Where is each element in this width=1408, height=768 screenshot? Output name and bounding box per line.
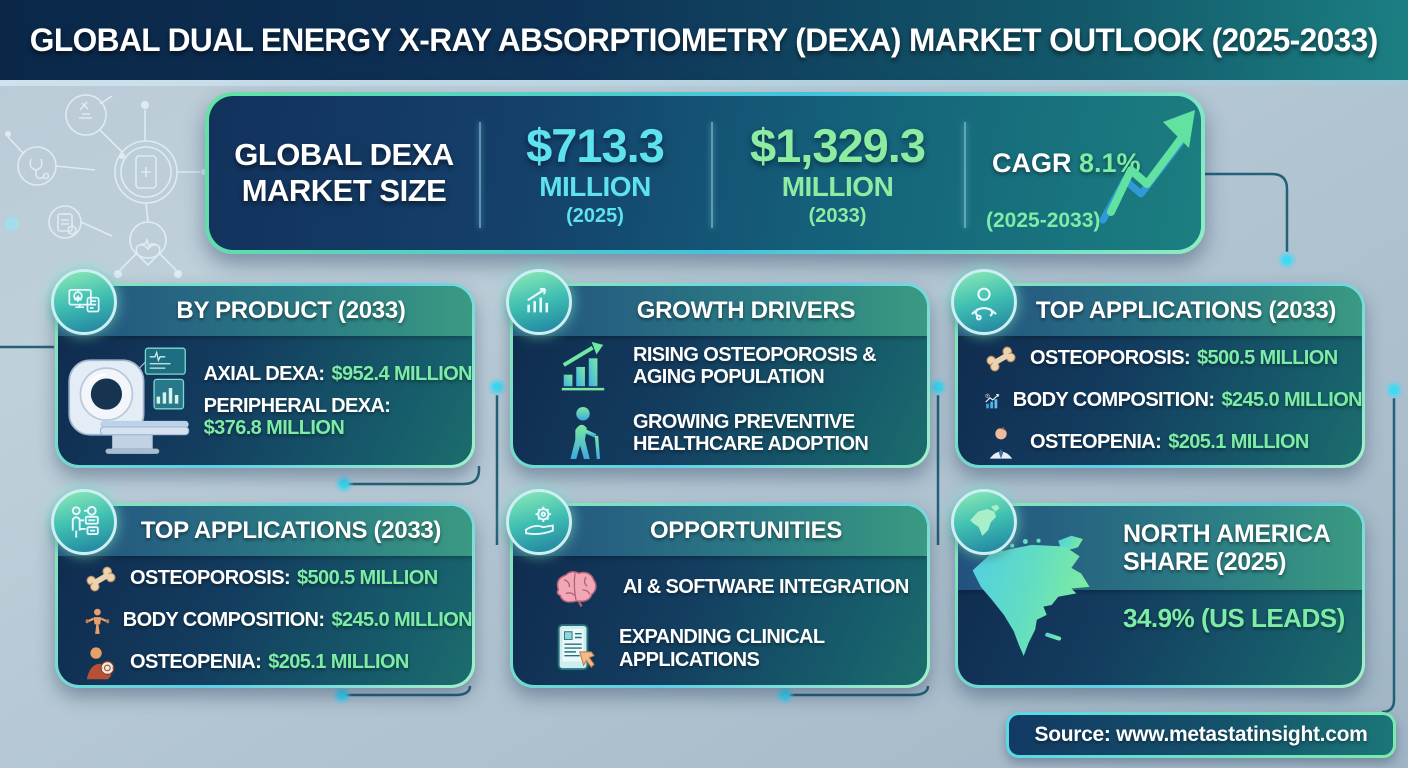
unit-2033: MILLION [781,171,894,202]
patient-scan-icon [51,489,117,555]
source-label: Source: www.metastatinsight.com [1034,723,1368,746]
card-north-america: NORTH AMERICA SHARE (2025) 34.9% (US LEA… [951,489,1365,688]
elderly-person-icon [570,407,601,460]
divider [964,122,966,228]
body-figure-icon [85,608,110,634]
north-america-map [972,535,1090,656]
banner-divider [0,80,1408,86]
market-value-2025: $713.3 MILLION (2025) [479,96,711,250]
list-item: PERIPHERAL DEXA: $376.8 MILLION [204,395,472,440]
item-label: OSTEOPENIA: [130,651,262,673]
na-share-value: 34.9% (US LEADS) [1123,603,1345,633]
source-bar: Source: www.metastatinsight.com [1006,712,1396,758]
glow-dot [5,217,19,231]
divider [479,122,481,228]
card-header: OPPORTUNITIES [513,506,927,556]
card-top-applications-2: TOP APPLICATIONS (2033) OSTEOPOROSIS: $50… [51,489,475,688]
card-growth-drivers: GROWTH DRIVERS RISING OSTEOPOROSIS & AGI… [506,269,930,468]
card-opportunities: OPPORTUNITIES AI & SOFTWARE INTEGRATION [506,489,930,688]
list-item: BODY COMPOSITION: $245.0 MILLION [84,603,472,639]
title-banner: GLOBAL DUAL ENERGY X-RAY ABSORPTIOMETRY … [0,0,1408,80]
list-item: EXPANDING CLINICAL APPLICATIONS [551,623,927,675]
rising-chart-icon [561,341,605,391]
unit-2025: MILLION [539,171,651,202]
list-item: AI & SOFTWARE INTEGRATION [551,567,927,609]
market-size-label-line2: MARKET SIZE [241,173,447,208]
composition-chart-icon [985,393,1000,408]
card-title: GROWTH DRIVERS [636,297,856,324]
item-label: GROWING PREVENTIVE HEALTHCARE ADOPTION [633,410,869,455]
card-title: NORTH AMERICA SHARE (2025) [1123,519,1331,576]
item-value: $205.1 MILLION [268,651,409,673]
list-item: OSTEOPENIA: $205.1 MILLION [984,425,1362,461]
north-america-mini-map-icon [951,489,1017,555]
card-title: OPPORTUNITIES [649,517,843,544]
page-title: GLOBAL DUAL ENERGY X-RAY ABSORPTIOMETRY … [30,21,1378,58]
card-by-product: BY PRODUCT (2033) AXIAL DEXA: $952 [51,269,475,468]
list-item: OSTEOPOROSIS: $500.5 MILLION [984,341,1362,377]
cagr-period: (2025-2033) [986,209,1101,232]
item-label: OSTEOPOROSIS: [130,567,291,589]
item-label: AXIAL DEXA: [203,362,325,385]
scan-monitor-icon [51,269,117,335]
item-label: OSTEOPENIA: [1030,431,1162,453]
cagr-block: CAGR 8.1% (2025-2033) [964,96,1201,250]
brain-icon [556,570,597,607]
year-2025: (2025) [566,205,624,227]
item-value: $376.8 MILLION [203,417,345,439]
list-item: GROWING PREVENTIVE HEALTHCARE ADOPTION [557,405,927,461]
card-title: BY PRODUCT (2033) [176,297,406,324]
item-label: AI & SOFTWARE INTEGRATION [623,576,909,598]
list-item: OSTEOPOROSIS: $500.5 MILLION [84,561,472,597]
year-2033: (2033) [808,205,867,227]
doctor-icon [951,269,1017,335]
card-header: GROWTH DRIVERS [513,286,927,336]
microscope-icon [79,101,92,119]
tablet-touch-icon [557,623,595,670]
market-size-label: GLOBAL DEXA MARKET SIZE [209,96,479,250]
market-size-card: GLOBAL DEXA MARKET SIZE $713.3 MILLION (… [205,92,1205,254]
clinician-icon [989,426,1013,459]
bone-icon [86,566,116,591]
medical-phone-icon [135,155,157,189]
bar-chart-arrow-icon [506,269,572,335]
card-title: TOP APPLICATIONS (2033) [140,517,442,544]
stethoscope-icon [29,158,50,180]
card-top-applications-1: TOP APPLICATIONS (2033) OSTEOPOROSIS: $50… [951,269,1365,468]
hand-gear-icon [506,489,572,555]
bone-icon [986,346,1016,371]
item-value: $500.5 MILLION [297,567,438,589]
shoulder-joint-icon [86,646,115,679]
list-item: AXIAL DEXA: $952.4 MILLION [204,363,472,386]
card-header: BY PRODUCT (2033) [58,286,472,336]
clipboard-icon [57,213,77,235]
cagr-label: CAGR [992,148,1072,178]
item-label: BODY COMPOSITION: [1012,389,1215,411]
card-header: TOP APPLICATIONS (2033) [958,286,1362,336]
dexa-scanner-illustration [68,347,190,454]
value-2033: $1,329.3 [750,119,926,172]
card-title: TOP APPLICATIONS (2033) [1035,297,1337,324]
item-label: RISING OSTEOPOROSIS & AGING POPULATION [633,343,877,388]
card-header: TOP APPLICATIONS (2033) [58,506,472,556]
item-value: $952.4 MILLION [331,362,472,385]
item-value: $205.1 MILLION [1168,431,1309,453]
heart-ecg-icon [135,237,161,267]
medical-network-decoration [5,94,207,278]
item-value: $245.0 MILLION [1221,389,1362,411]
list-item: BODY COMPOSITION: $245.0 MILLION [984,383,1362,419]
growth-arrow-icon [1099,110,1195,224]
item-label: OSTEOPOROSIS: [1030,347,1191,369]
item-label: PERIPHERAL DEXA: [203,394,391,417]
item-label: EXPANDING CLINICAL APPLICATIONS [619,626,825,671]
item-value: $500.5 MILLION [1197,347,1338,369]
divider [711,122,713,228]
market-size-label-line1: GLOBAL DEXA [234,137,454,173]
item-label: BODY COMPOSITION: [122,609,325,631]
item-value: $245.0 MILLION [331,609,472,631]
value-2025: $713.3 [526,119,665,172]
market-value-2033: $1,329.3 MILLION (2033) [711,96,964,250]
list-item: OSTEOPENIA: $205.1 MILLION [84,645,472,681]
list-item: RISING OSTEOPOROSIS & AGING POPULATION [557,340,927,392]
